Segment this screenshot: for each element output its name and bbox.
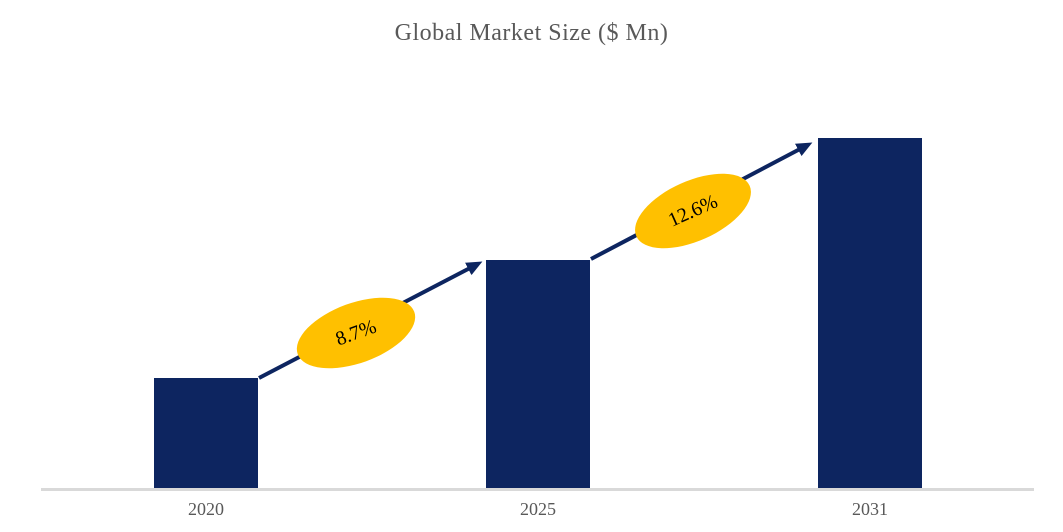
x-axis-line xyxy=(41,488,1034,491)
bar-2025 xyxy=(486,260,590,488)
x-tick-label-2020: 2020 xyxy=(188,499,224,519)
x-tick-label-2031: 2031 xyxy=(852,499,888,519)
chart-title: Global Market Size ($ Mn) xyxy=(394,20,669,46)
growth-annotation-label-1: 8.7% xyxy=(332,315,380,350)
bar-2020 xyxy=(154,378,258,488)
bar-2031 xyxy=(818,138,922,488)
x-tick-label-2025: 2025 xyxy=(520,499,556,519)
growth-annotation-label-2: 12.6% xyxy=(664,189,721,232)
